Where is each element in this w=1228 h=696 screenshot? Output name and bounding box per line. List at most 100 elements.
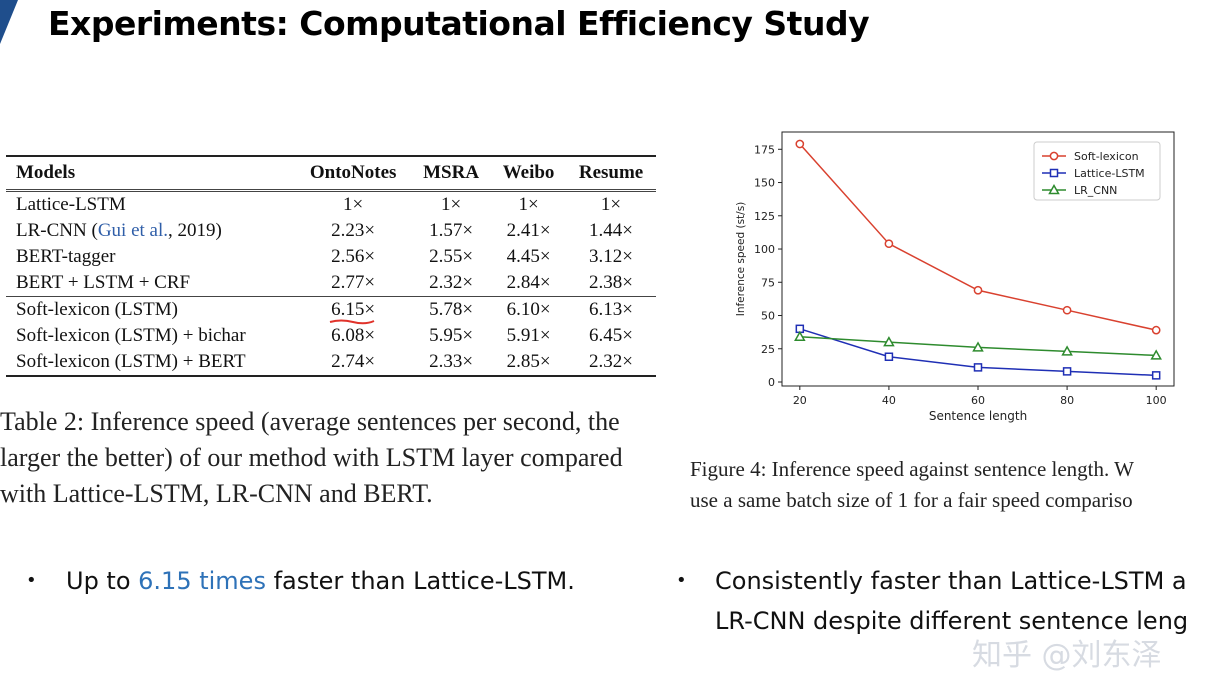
x-tick-label: 80 (1060, 394, 1074, 407)
data-point (1062, 367, 1072, 376)
data-point (795, 139, 805, 149)
data-point (884, 352, 894, 361)
y-tick-label: 100 (754, 243, 775, 256)
table-row: BERT + LSTM + CRF 2.77× 2.32× 2.84× 2.38… (6, 270, 656, 297)
data-point (972, 341, 984, 352)
data-point (1151, 371, 1161, 380)
header-ontonotes: OntoNotes (295, 156, 412, 192)
data-point (1048, 183, 1060, 195)
model-name: Soft-lexicon (LSTM) + bichar (16, 325, 246, 346)
table-cell: 6.45× (589, 325, 634, 346)
table-header-row: Models OntoNotes MSRA Weibo Resume (6, 156, 656, 192)
y-tick-label: 25 (761, 343, 775, 356)
header-models: Models (6, 156, 296, 192)
x-tick-label: 60 (971, 394, 985, 407)
data-point (883, 336, 895, 347)
y-tick-label: 125 (754, 210, 775, 223)
bullet-left: • Up to 6.15 times faster than Lattice-L… (26, 561, 575, 601)
table-cell: 2.23× (331, 220, 376, 241)
table-cell: 4.45× (506, 246, 551, 267)
table-cell-highlighted: 6.15× (295, 296, 412, 325)
table-row: LR-CNN (Gui et al., 2019) 2.23× 1.57× 2.… (6, 218, 656, 244)
table-cell: 1× (343, 194, 364, 215)
table-cell: 2.38× (589, 272, 634, 293)
model-name: BERT-tagger (16, 246, 116, 267)
data-point (1049, 168, 1059, 178)
table-row: BERT-tagger 2.56× 2.55× 4.45× 3.12× (6, 244, 656, 270)
bullet-right-line-2: LR-CNN despite different sentence leng (715, 607, 1189, 635)
model-name: Lattice-LSTM (16, 194, 126, 215)
data-point (794, 330, 806, 342)
y-tick-label: 75 (761, 276, 775, 289)
table-row: Soft-lexicon (LSTM) + BERT 2.74× 2.33× 2… (6, 349, 656, 377)
table-cell: 5.95× (429, 325, 474, 346)
legend-label: Lattice-LSTM (1074, 167, 1145, 180)
table-cell: 2.84× (506, 272, 551, 293)
figure-caption-line-1: Figure 4: Inference speed against senten… (690, 457, 1134, 481)
data-point (1151, 325, 1161, 335)
table-cell: 1.44× (589, 220, 634, 241)
bullet-right-line-1: Consistently faster than Lattice-LSTM a (715, 567, 1187, 595)
table-cell: 2.56× (331, 246, 376, 267)
y-tick-label: 0 (768, 376, 775, 389)
header-resume: Resume (566, 156, 656, 192)
table-cell: 2.32× (429, 272, 474, 293)
citation-link[interactable]: Gui et al. (97, 220, 168, 241)
bullet-right: • Consistently faster than Lattice-LSTM … (715, 561, 1228, 641)
data-point (1049, 151, 1059, 161)
table-cell: 1× (518, 194, 539, 215)
header-msra: MSRA (411, 156, 492, 192)
x-axis-label: Sentence length (929, 409, 1027, 423)
table-cell: 1× (440, 194, 462, 215)
data-point (1062, 305, 1072, 315)
y-tick-label: 175 (754, 143, 775, 156)
y-axis-label: Inference speed (st/s) (735, 202, 747, 317)
table-cell: 5.91× (506, 325, 551, 346)
bullet-text-pre: Up to (66, 567, 139, 595)
model-name: Soft-lexicon (LSTM) (6, 296, 296, 323)
bullet-right-dot-icon: • (676, 570, 687, 591)
table-cell: 2.77× (331, 272, 376, 293)
red-underline-annotation (329, 319, 375, 325)
y-tick-label: 50 (761, 310, 775, 323)
bullet-highlight: 6.15 times (138, 567, 266, 595)
data-point (973, 363, 983, 372)
table-cell: 6.10× (491, 296, 567, 323)
table-row: Soft-lexicon (LSTM) 6.15× 5.78× 6.10× 6.… (6, 296, 656, 325)
legend-label: Soft-lexicon (1074, 150, 1139, 163)
model-name: LR-CNN (Gui et al., 2019) (6, 218, 295, 244)
watermark: 知乎 @刘东泽 (972, 638, 1162, 673)
table-cell: 1× (600, 194, 622, 215)
figure-caption-line-2: use a same batch size of 1 for a fair sp… (690, 488, 1133, 512)
table-cell: 5.78× (411, 296, 492, 323)
value-text: 6.15× (331, 299, 376, 320)
legend-label: LR_CNN (1074, 184, 1117, 197)
table-caption: Table 2: Inference speed (average senten… (0, 407, 623, 508)
bullet-dot-icon: • (26, 570, 37, 591)
model-name-text: LR-CNN ( (16, 220, 98, 241)
data-point (884, 239, 894, 249)
model-name-tail: , 2019) (168, 220, 222, 241)
table-cell: 6.08× (331, 325, 376, 346)
data-point (1150, 349, 1162, 360)
x-tick-label: 20 (793, 394, 807, 407)
underlined-value: 6.15× (329, 299, 376, 325)
slide-accent-corner (0, 0, 18, 44)
table-cell: 1.57× (429, 220, 474, 241)
slide-title: Experiments: Computational Efficiency St… (48, 4, 870, 43)
table-cell: 2.85× (491, 349, 567, 377)
table-row: Soft-lexicon (LSTM) + bichar 6.08× 5.95×… (6, 323, 656, 349)
table-cell: 2.41× (506, 220, 551, 241)
table-row: Lattice-LSTM 1× 1× 1× 1× (6, 191, 656, 219)
results-table: Models OntoNotes MSRA Weibo Resume Latti… (6, 155, 656, 377)
bullet-text-post: faster than Lattice-LSTM. (265, 567, 575, 595)
x-tick-label: 40 (882, 394, 896, 407)
table-cell: 2.74× (295, 349, 412, 377)
figure-caption: Figure 4: Inference speed against senten… (690, 454, 1228, 516)
data-point (1061, 345, 1073, 356)
table-cell: 3.12× (589, 246, 634, 267)
model-name: BERT + LSTM + CRF (16, 272, 191, 293)
x-tick-label: 100 (1146, 394, 1167, 407)
table-cell: 2.32× (566, 349, 656, 377)
table-cell: 6.13× (566, 296, 656, 323)
